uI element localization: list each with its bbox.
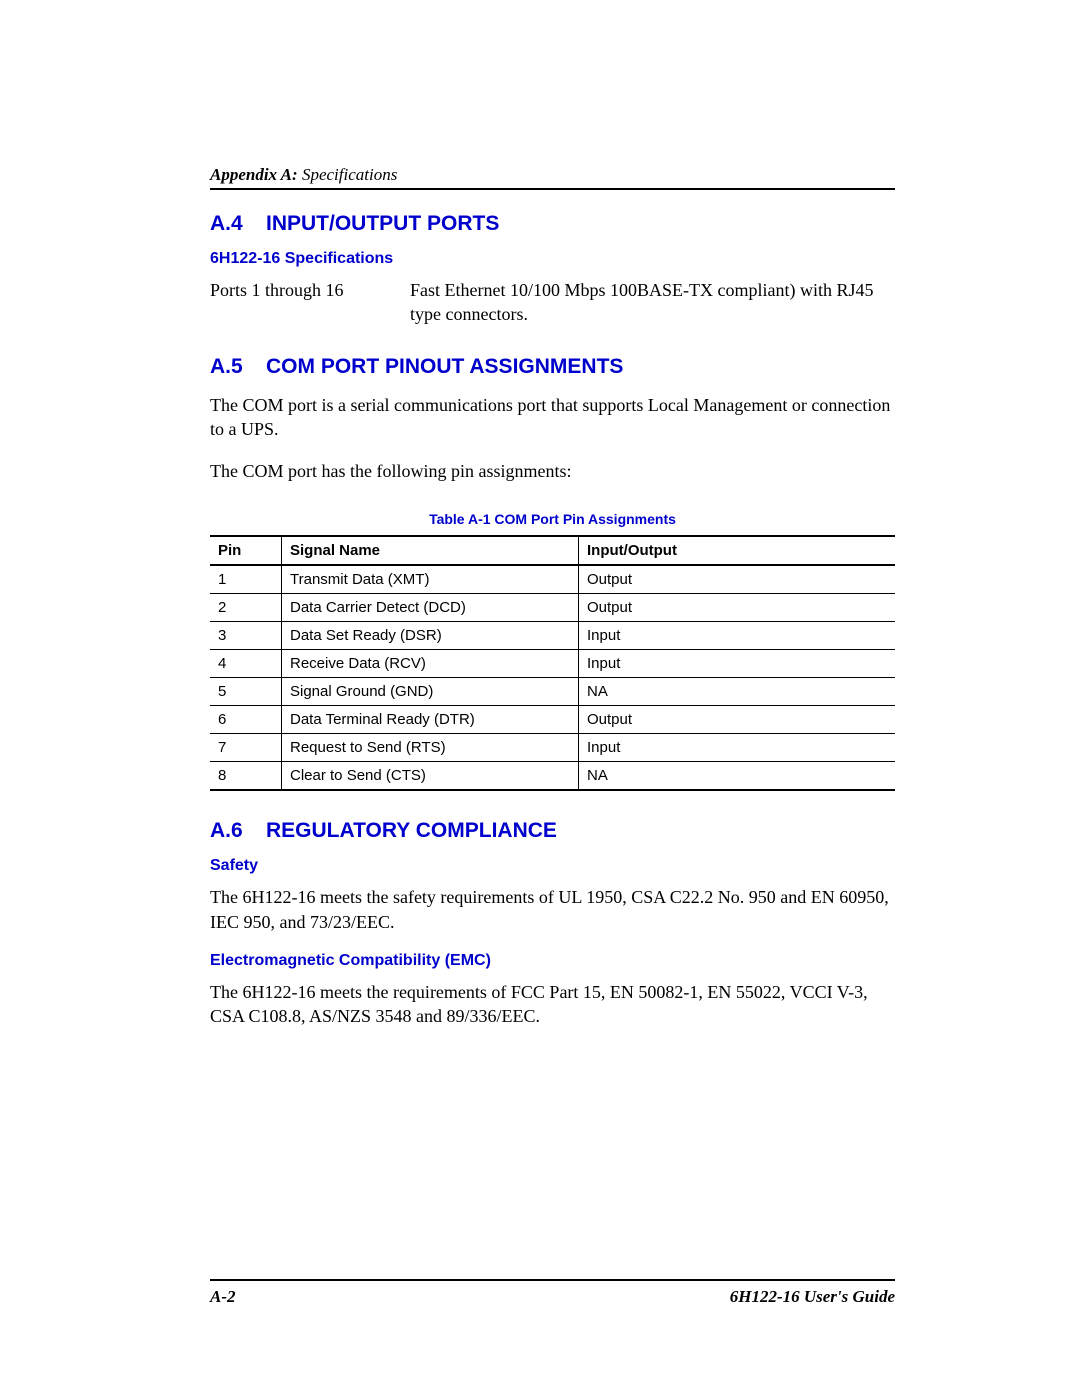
a4-spec-value: Fast Ethernet 10/100 Mbps 100BASE-TX com… — [410, 278, 895, 327]
table-row: 1Transmit Data (XMT)Output — [210, 565, 895, 594]
header-appendix-title: Specifications — [298, 165, 398, 184]
section-a6-heading: A.6 REGULATORY COMPLIANCE — [210, 819, 895, 843]
a6-emc-heading: Electromagnetic Compatibility (EMC) — [210, 952, 895, 970]
cell-pin: 2 — [210, 594, 282, 622]
document-page: Appendix A: Specifications A.4 INPUT/OUT… — [0, 0, 1080, 1397]
cell-io: Input — [579, 734, 896, 762]
col-header-pin: Pin — [210, 536, 282, 565]
table-row: 2Data Carrier Detect (DCD)Output — [210, 594, 895, 622]
cell-io: Output — [579, 565, 896, 594]
col-header-signal: Signal Name — [282, 536, 579, 565]
col-header-io: Input/Output — [579, 536, 896, 565]
cell-signal: Data Set Ready (DSR) — [282, 622, 579, 650]
footer-page-number: A-2 — [210, 1287, 236, 1307]
cell-signal: Data Terminal Ready (DTR) — [282, 706, 579, 734]
a4-sub-heading: 6H122-16 Specifications — [210, 250, 895, 268]
cell-pin: 6 — [210, 706, 282, 734]
a5-paragraph-1: The COM port is a serial communications … — [210, 393, 895, 442]
table-row: 4Receive Data (RCV)Input — [210, 650, 895, 678]
table-header-row: Pin Signal Name Input/Output — [210, 536, 895, 565]
section-a6-number: A.6 — [210, 819, 266, 843]
a6-safety-heading: Safety — [210, 857, 895, 875]
cell-pin: 8 — [210, 762, 282, 791]
table-row: 3Data Set Ready (DSR)Input — [210, 622, 895, 650]
cell-signal: Receive Data (RCV) — [282, 650, 579, 678]
cell-io: Output — [579, 594, 896, 622]
section-a6-title: REGULATORY COMPLIANCE — [266, 819, 557, 843]
cell-pin: 1 — [210, 565, 282, 594]
cell-pin: 5 — [210, 678, 282, 706]
cell-io: Input — [579, 650, 896, 678]
cell-pin: 4 — [210, 650, 282, 678]
section-a4-heading: A.4 INPUT/OUTPUT PORTS — [210, 212, 895, 236]
section-a5-title: COM PORT PINOUT ASSIGNMENTS — [266, 355, 623, 379]
cell-pin: 7 — [210, 734, 282, 762]
table-a1-caption: Table A-1 COM Port Pin Assignments — [210, 511, 895, 527]
section-a4-number: A.4 — [210, 212, 266, 236]
cell-pin: 3 — [210, 622, 282, 650]
cell-signal: Signal Ground (GND) — [282, 678, 579, 706]
table-row: 7Request to Send (RTS)Input — [210, 734, 895, 762]
cell-signal: Transmit Data (XMT) — [282, 565, 579, 594]
a5-paragraph-2: The COM port has the following pin assig… — [210, 459, 895, 483]
cell-io: NA — [579, 762, 896, 791]
page-footer: A-2 6H122-16 User's Guide — [210, 1279, 895, 1307]
cell-signal: Data Carrier Detect (DCD) — [282, 594, 579, 622]
header-appendix-label: Appendix A: — [210, 165, 298, 184]
cell-io: Output — [579, 706, 896, 734]
a6-emc-text: The 6H122-16 meets the requirements of F… — [210, 980, 895, 1029]
cell-io: Input — [579, 622, 896, 650]
table-row: 5Signal Ground (GND)NA — [210, 678, 895, 706]
running-header: Appendix A: Specifications — [210, 165, 895, 190]
section-a5-number: A.5 — [210, 355, 266, 379]
a6-safety-text: The 6H122-16 meets the safety requiremen… — [210, 885, 895, 934]
cell-signal: Clear to Send (CTS) — [282, 762, 579, 791]
pin-assignment-table: Pin Signal Name Input/Output 1Transmit D… — [210, 535, 895, 791]
cell-signal: Request to Send (RTS) — [282, 734, 579, 762]
section-a5-heading: A.5 COM PORT PINOUT ASSIGNMENTS — [210, 355, 895, 379]
a4-spec-label: Ports 1 through 16 — [210, 278, 410, 327]
table-row: 8Clear to Send (CTS)NA — [210, 762, 895, 791]
a4-spec-row: Ports 1 through 16 Fast Ethernet 10/100 … — [210, 278, 895, 327]
section-a4-title: INPUT/OUTPUT PORTS — [266, 212, 499, 236]
table-row: 6Data Terminal Ready (DTR)Output — [210, 706, 895, 734]
cell-io: NA — [579, 678, 896, 706]
footer-guide-title: 6H122-16 User's Guide — [730, 1287, 895, 1307]
